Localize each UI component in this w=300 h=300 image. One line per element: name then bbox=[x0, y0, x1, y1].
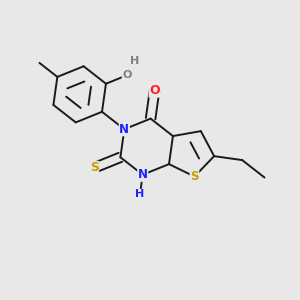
Text: H: H bbox=[130, 56, 139, 67]
Text: O: O bbox=[122, 70, 132, 80]
Text: N: N bbox=[138, 168, 148, 181]
Text: S: S bbox=[90, 161, 99, 174]
Text: O: O bbox=[149, 84, 160, 97]
Text: H: H bbox=[135, 189, 145, 200]
Text: S: S bbox=[190, 170, 199, 183]
Text: N: N bbox=[119, 123, 129, 136]
